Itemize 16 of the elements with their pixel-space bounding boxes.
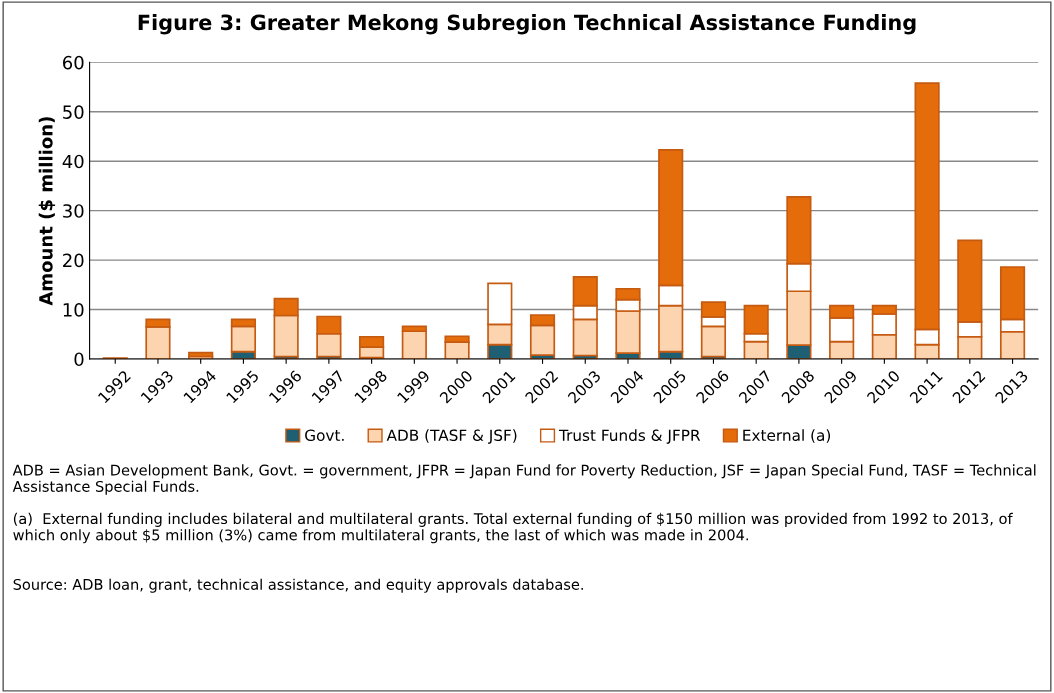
y-tick-label: 40 (62, 154, 84, 169)
legend-label: ADB (TASF & JSF) (386, 429, 517, 444)
text: ADB = Asian Development Bank, Govt. = government, JFPR = Japan Fund for Poverty Reduction, JSF = Japan Special Fund, TASF = Technical Assistance Special Funds. (12, 464, 1036, 495)
chart-title: Figure 3: Greater Mekong Subregion Technical Assistance Funding (138, 14, 916, 35)
text: (a) External funding includes bilateral and multilateral grants. Total external funding of $150 million was provided from 1992 to 2013, of which only about $5 million (3%) came from multilateral grants, the last of which was made in 2004. (13, 512, 1013, 544)
y-axis-title: Amount ($ million) (38, 117, 56, 306)
y-tick-label: 20 (63, 253, 84, 268)
y-tick-label: 10 (63, 303, 84, 317)
y-tick-label: 50 (63, 105, 84, 119)
source-note: Source: ADB loan, grant, technical assistance, and equity approvals database. (13, 578, 583, 593)
legend-label: External (a) (743, 429, 831, 443)
y-tick-label: 30 (63, 204, 84, 218)
legend-label: Trust Funds & JFPR (558, 429, 701, 444)
y-tick-label: 0 (74, 352, 84, 367)
y-tick-label: 60 (63, 55, 84, 70)
legend-label: Govt. (305, 429, 344, 442)
